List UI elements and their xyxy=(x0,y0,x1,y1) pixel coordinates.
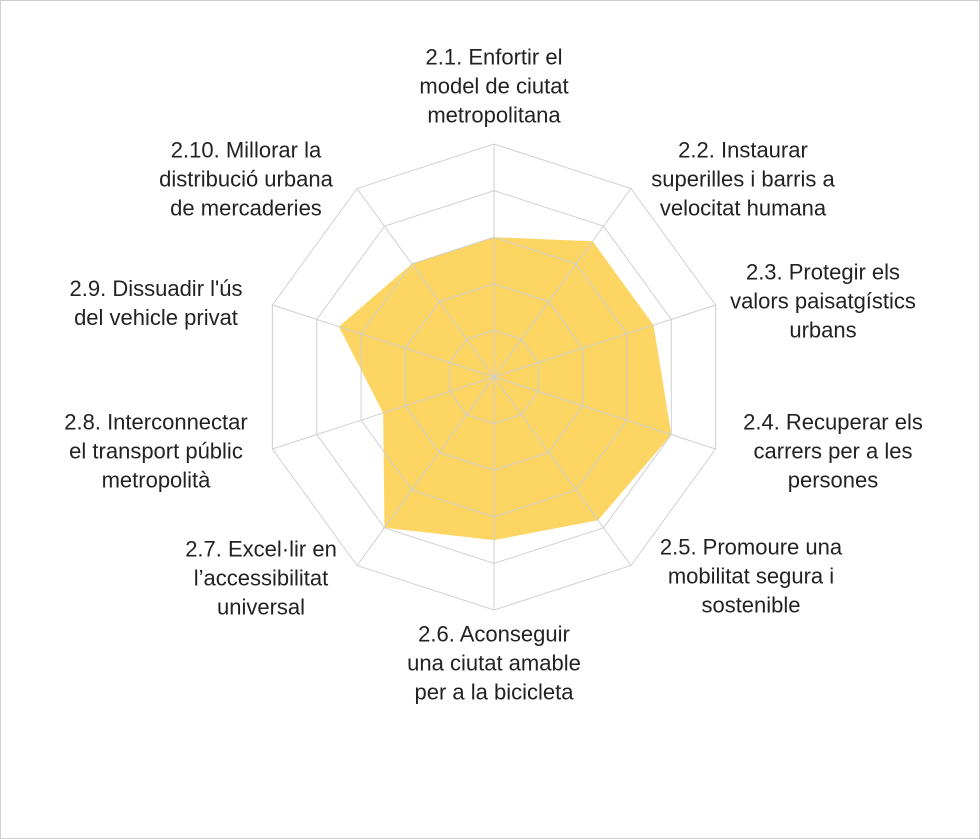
spoke xyxy=(493,376,716,450)
spoke xyxy=(493,304,716,378)
axis-label: 2.1. Enfortir el model de ciutat metropo… xyxy=(419,44,569,128)
spoke xyxy=(272,376,495,450)
spoke xyxy=(356,188,495,378)
data-area xyxy=(338,237,672,541)
axis-label: 2.9. Dissuadir l'ús del vehicle privat xyxy=(69,276,243,330)
axis-label: 2.3. Protegir els valors paisatgístics u… xyxy=(730,259,916,343)
axis-label: 2.5. Promoure una mobilitat segura i sos… xyxy=(659,534,843,618)
axis-label: 2.4. Recuperar els carrers per a les per… xyxy=(743,409,923,493)
axis-label: 2.8. Interconnectar el transport públic … xyxy=(64,409,248,493)
spoke xyxy=(493,188,632,378)
axis-label: 2.6. Aconseguir una ciutat amable per a … xyxy=(407,621,581,705)
axis-label: 2.10. Millorar la distribució urbana de … xyxy=(159,137,333,221)
spoke xyxy=(356,376,495,566)
axis-label: 2.7. Excel·lir en l’accessibilitat unive… xyxy=(185,536,337,620)
axis-label: 2.2. Instaurar superilles i barris a vel… xyxy=(651,137,835,221)
spoke xyxy=(493,376,632,566)
spoke xyxy=(272,304,495,378)
